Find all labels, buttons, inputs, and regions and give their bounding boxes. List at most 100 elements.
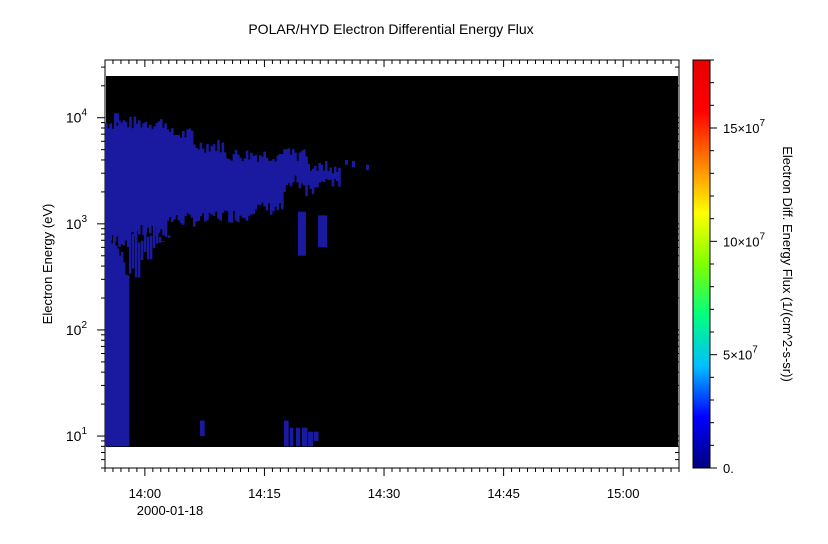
flux-column xyxy=(149,124,152,234)
flux-column xyxy=(265,157,269,211)
flux-column xyxy=(283,149,286,193)
flux-low-column xyxy=(117,248,120,447)
flux-column xyxy=(322,170,326,182)
spectrogram-data xyxy=(105,113,369,447)
flux-column xyxy=(245,150,249,221)
flux-low-blob xyxy=(302,427,308,447)
flux-column xyxy=(204,152,207,222)
flux-column xyxy=(254,154,258,210)
flux-column xyxy=(188,128,192,215)
flux-column xyxy=(109,123,112,241)
flux-column xyxy=(305,156,308,197)
flux-column xyxy=(138,120,141,235)
flux-low-column xyxy=(105,231,108,447)
flux-column xyxy=(133,116,137,236)
flux-connector xyxy=(128,222,132,274)
flux-column xyxy=(195,147,198,222)
flux-column xyxy=(256,161,260,205)
flux-column xyxy=(230,160,233,223)
flux-column xyxy=(223,152,227,211)
flux-column xyxy=(160,119,163,230)
flux-column xyxy=(197,149,200,221)
flux-column xyxy=(140,127,143,226)
flux-low-blob xyxy=(308,431,314,447)
x-tick-label: 15:00 xyxy=(607,486,640,501)
flux-connector xyxy=(140,240,144,261)
flux-column xyxy=(294,152,297,176)
flux-column xyxy=(237,154,240,223)
flux-patch xyxy=(318,215,327,248)
flux-column xyxy=(234,150,238,221)
flux-connector xyxy=(161,241,165,242)
flux-column xyxy=(186,129,189,214)
colorbar-label: Electron Diff. Energy Flux (1/(cm^2-s-sr… xyxy=(780,146,795,382)
flux-column xyxy=(248,159,251,216)
flux-column xyxy=(270,160,273,215)
flux-column xyxy=(184,137,187,216)
flux-column xyxy=(175,135,178,215)
flux-column xyxy=(162,127,165,236)
flux-column xyxy=(118,120,121,247)
flux-column xyxy=(120,122,123,245)
flux-column xyxy=(327,171,330,180)
flux-column xyxy=(199,142,203,217)
flux-connector xyxy=(152,221,156,248)
flux-column xyxy=(307,164,310,185)
colorbar-tick-label: 15×107 xyxy=(723,118,766,136)
flux-column xyxy=(116,125,119,237)
flux-column xyxy=(173,135,176,220)
flux-column xyxy=(281,154,284,210)
data-background xyxy=(106,76,678,447)
flux-column xyxy=(142,123,145,236)
flux-connector xyxy=(149,235,153,260)
flux-column xyxy=(296,160,299,183)
flux-column xyxy=(179,137,183,224)
flux-column xyxy=(287,148,291,184)
flux-column xyxy=(259,155,262,206)
flux-column xyxy=(289,154,293,187)
flux-column xyxy=(267,160,271,204)
flux-low-column xyxy=(119,255,122,447)
flux-low-column xyxy=(109,224,112,447)
flux-column xyxy=(278,154,282,204)
flux-column xyxy=(135,123,139,231)
flux-fragment xyxy=(366,164,369,171)
flux-column xyxy=(261,156,264,203)
flux-fragment xyxy=(352,161,355,168)
flux-column xyxy=(105,122,108,240)
flux-connector xyxy=(134,224,138,278)
flux-connector xyxy=(137,242,141,278)
flux-connector xyxy=(131,234,135,269)
flux-low-blob xyxy=(290,427,294,447)
flux-column xyxy=(122,120,126,246)
flux-column xyxy=(226,158,229,212)
flux-column xyxy=(241,161,244,218)
flux-low-column xyxy=(107,222,110,447)
flux-column xyxy=(215,150,218,212)
flux-column xyxy=(309,170,313,189)
flux-low-blob xyxy=(314,431,319,441)
x-tick-label: 14:00 xyxy=(129,486,162,501)
flux-column xyxy=(325,161,328,179)
flux-column xyxy=(182,130,185,225)
y-tick-label: 101 xyxy=(66,426,88,444)
flux-column xyxy=(151,128,154,226)
flux-column xyxy=(208,151,211,214)
flux-column xyxy=(320,164,324,182)
flux-column xyxy=(243,158,247,219)
y-tick-label: 102 xyxy=(66,320,88,338)
flux-low-blob xyxy=(284,420,289,447)
x-axis: 14:00 14:15 14:30 14:45 15:00 xyxy=(104,60,680,501)
flux-low-column xyxy=(113,236,116,447)
flux-column xyxy=(329,167,332,180)
flux-column xyxy=(131,128,134,233)
flux-column xyxy=(166,129,170,221)
x-tick-label: 14:30 xyxy=(368,486,401,501)
flux-column xyxy=(292,149,295,183)
colorbar-axis: 0. 5×107 10×107 15×107 xyxy=(710,59,766,476)
flux-column xyxy=(155,123,159,236)
flux-column xyxy=(314,165,317,188)
flux-column xyxy=(232,154,236,212)
flux-low-column xyxy=(115,245,118,447)
